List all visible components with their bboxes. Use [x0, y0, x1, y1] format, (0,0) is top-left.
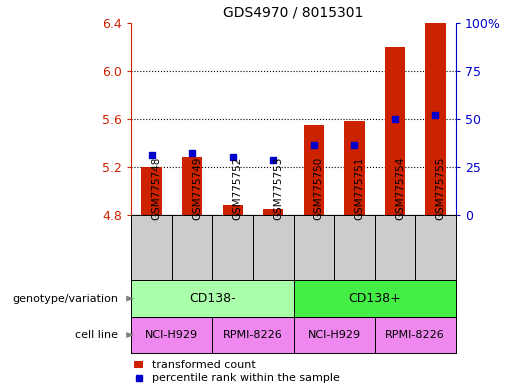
Text: GSM775753: GSM775753 — [273, 157, 283, 220]
Text: RPMI-8226: RPMI-8226 — [385, 330, 445, 340]
Text: genotype/variation: genotype/variation — [12, 293, 118, 304]
Bar — [182, 157, 202, 215]
Bar — [212, 317, 294, 353]
Bar — [425, 23, 445, 215]
Text: CD138+: CD138+ — [348, 292, 401, 305]
Polygon shape — [126, 332, 134, 338]
Bar — [344, 121, 365, 215]
Text: GSM775748: GSM775748 — [151, 157, 162, 220]
Text: GSM775751: GSM775751 — [354, 157, 365, 220]
Bar — [263, 209, 283, 215]
Bar — [222, 205, 243, 215]
Bar — [374, 317, 456, 353]
Bar — [131, 280, 294, 317]
Text: NCI-H929: NCI-H929 — [145, 330, 198, 340]
Text: cell line: cell line — [76, 330, 118, 340]
Bar — [294, 317, 374, 353]
Bar — [294, 280, 456, 317]
Text: GSM775750: GSM775750 — [314, 157, 324, 220]
Bar — [304, 125, 324, 215]
Text: NCI-H929: NCI-H929 — [307, 330, 360, 340]
Polygon shape — [126, 296, 134, 301]
Bar — [385, 47, 405, 215]
Text: GSM775749: GSM775749 — [192, 157, 202, 220]
Text: percentile rank within the sample: percentile rank within the sample — [152, 373, 340, 383]
Text: GSM775754: GSM775754 — [395, 157, 405, 220]
Text: RPMI-8226: RPMI-8226 — [223, 330, 283, 340]
Title: GDS4970 / 8015301: GDS4970 / 8015301 — [224, 5, 364, 19]
Text: GSM775755: GSM775755 — [436, 157, 445, 220]
Text: GSM775752: GSM775752 — [233, 157, 243, 220]
Bar — [142, 167, 162, 215]
Bar — [131, 317, 212, 353]
Bar — [134, 361, 143, 368]
Text: CD138-: CD138- — [189, 292, 236, 305]
Text: transformed count: transformed count — [152, 360, 255, 370]
